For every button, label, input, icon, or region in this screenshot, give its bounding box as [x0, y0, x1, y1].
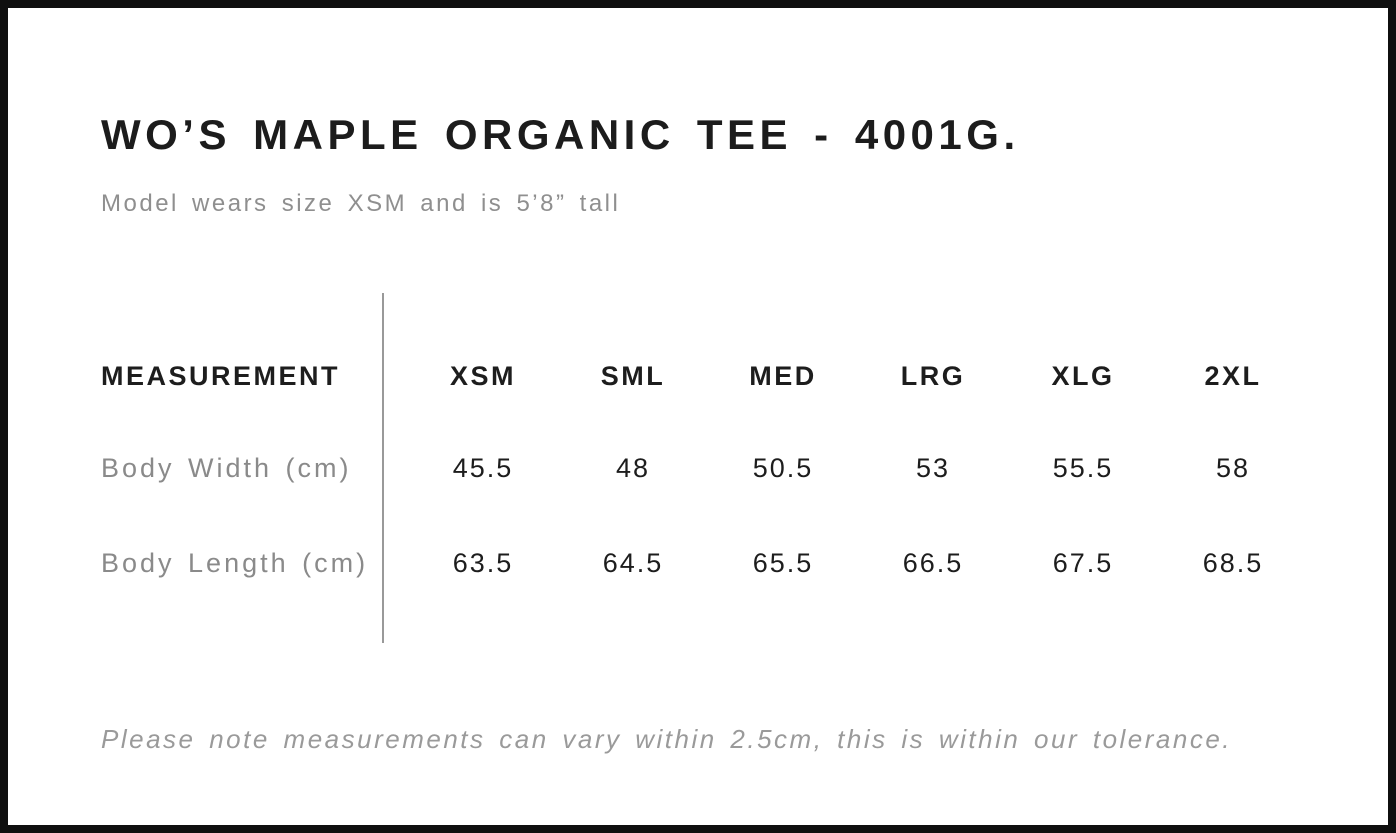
body-length-sml: 64.5 [602, 548, 664, 578]
body-length-xsm: 63.5 [452, 548, 514, 578]
table-column-divider [382, 293, 384, 643]
size-column-headers: XSM SML MED LRG XLG 2XL [408, 358, 1308, 394]
table-row-body-width: Body Width (cm) 45.5 48 50.5 53 55.5 58 [8, 450, 1388, 486]
body-width-lrg: 53 [915, 453, 951, 483]
tolerance-note: Please note measurements can vary within… [101, 724, 1233, 754]
body-width-sml: 48 [615, 453, 651, 483]
body-width-2xl: 58 [1215, 453, 1251, 483]
model-size-note: Model wears size XSM and is 5’8” tall [101, 190, 621, 217]
size-column-header-sml: SML [600, 361, 666, 391]
body-width-values: 45.5 48 50.5 53 55.5 58 [408, 450, 1308, 486]
row-label-body-width: Body Width (cm) [101, 453, 352, 483]
size-column-header-xlg: XLG [1051, 361, 1115, 391]
page-title: WO’S MAPLE ORGANIC TEE - 4001G. [101, 111, 1020, 158]
table-row-body-length: Body Length (cm) 63.5 64.5 65.5 66.5 67.… [8, 545, 1388, 581]
body-width-med: 50.5 [752, 453, 814, 483]
row-label-body-length: Body Length (cm) [101, 548, 369, 578]
body-length-med: 65.5 [752, 548, 814, 578]
body-length-values: 63.5 64.5 65.5 66.5 67.5 68.5 [408, 545, 1308, 581]
size-column-header-xsm: XSM [449, 361, 516, 391]
body-length-2xl: 68.5 [1202, 548, 1264, 578]
body-width-xlg: 55.5 [1052, 453, 1114, 483]
body-length-xlg: 67.5 [1052, 548, 1114, 578]
body-width-xsm: 45.5 [452, 453, 514, 483]
size-table-header-row: MEASUREMENT XSM SML MED LRG XLG 2XL [8, 358, 1388, 394]
size-column-header-med: MED [749, 361, 817, 391]
body-length-lrg: 66.5 [902, 548, 964, 578]
size-column-header-lrg: LRG [900, 361, 966, 391]
measurement-column-header: MEASUREMENT [101, 361, 341, 391]
size-column-header-2xl: 2XL [1204, 361, 1262, 391]
